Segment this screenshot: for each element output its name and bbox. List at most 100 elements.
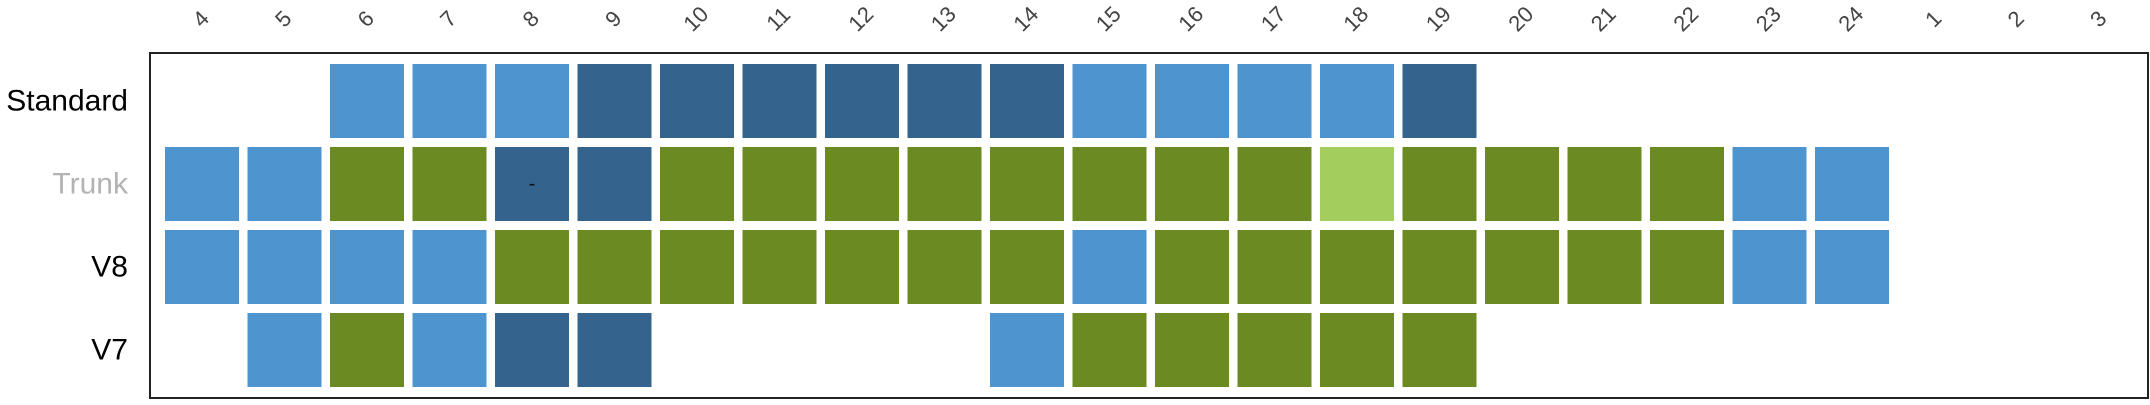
heatmap-cell — [330, 64, 404, 138]
column-label: 15 — [1091, 1, 1126, 36]
heatmap-cell — [742, 147, 817, 221]
heatmap-cell — [1155, 64, 1229, 138]
heatmap-cell — [1155, 230, 1229, 304]
heatmap-cell — [1237, 230, 1312, 304]
row-label: Trunk — [52, 168, 129, 201]
heatmap-cell — [825, 147, 899, 221]
heatmap-cell — [907, 230, 982, 304]
column-label: 7 — [435, 6, 461, 32]
heatmap-cell — [577, 147, 652, 221]
heatmap-cell — [1567, 147, 1642, 221]
heatmap-cell — [1072, 313, 1147, 387]
heatmap-cell — [495, 230, 569, 304]
heatmap-cell — [990, 313, 1064, 387]
heatmap-cell — [247, 313, 322, 387]
row-label: V7 — [91, 334, 128, 367]
heatmap-cell — [1732, 147, 1807, 221]
heatmap-cell — [330, 147, 404, 221]
column-label: 8 — [518, 6, 544, 32]
column-label: 24 — [1833, 1, 1868, 36]
heatmap-cell — [165, 147, 239, 221]
column-label: 23 — [1751, 1, 1786, 36]
heatmap-cell — [742, 64, 817, 138]
heatmap-cell — [990, 64, 1064, 138]
heatmap-cell — [1155, 313, 1229, 387]
heatmap-cell — [1072, 230, 1147, 304]
heatmap-cell — [412, 313, 487, 387]
heatmap-cell — [330, 230, 404, 304]
heatmap-cell — [660, 147, 734, 221]
column-label: 2 — [2003, 6, 2029, 32]
heatmap-cell — [1485, 230, 1559, 304]
column-label: 19 — [1421, 1, 1456, 36]
heatmap-cell — [660, 64, 734, 138]
column-label: 21 — [1586, 1, 1621, 36]
heatmap-cell — [1237, 64, 1312, 138]
heatmap-cell — [1815, 230, 1889, 304]
column-label: 14 — [1008, 1, 1043, 36]
row-label: Standard — [6, 85, 128, 118]
heatmap-cell — [1072, 64, 1147, 138]
heatmap-cell — [1567, 230, 1642, 304]
column-label: 5 — [270, 6, 296, 32]
heatmap-cell — [1650, 147, 1724, 221]
heatmap-cell — [1072, 147, 1147, 221]
column-label: 12 — [843, 1, 878, 36]
heatmap-cell — [412, 230, 487, 304]
column-label: 13 — [926, 1, 961, 36]
column-label: 1 — [1920, 6, 1946, 32]
column-label: 18 — [1338, 1, 1373, 36]
column-label: 17 — [1256, 1, 1291, 36]
heatmap-cell — [577, 313, 652, 387]
cell-label: - — [529, 173, 536, 195]
heatmap-cell — [577, 64, 652, 138]
heatmap-cell — [660, 230, 734, 304]
heatmap-cell — [1320, 147, 1394, 221]
heatmap-cell — [990, 147, 1064, 221]
heatmap-cell — [907, 64, 982, 138]
column-label: 6 — [353, 6, 379, 32]
heatmap-cell — [412, 64, 487, 138]
heatmap-cell — [495, 313, 569, 387]
heatmap-cell — [1320, 313, 1394, 387]
heatmap-cell — [1237, 147, 1312, 221]
heatmap-cell — [165, 230, 239, 304]
heatmap-cell — [1155, 147, 1229, 221]
heatmap-cell — [577, 230, 652, 304]
row-labels: Standard Trunk V8 V7 — [6, 85, 129, 367]
column-label: 11 — [761, 2, 795, 36]
heatmap-cell — [1732, 230, 1807, 304]
heatmap-cell — [1402, 147, 1477, 221]
heatmap-cell — [1237, 313, 1312, 387]
heatmap-cell — [330, 313, 404, 387]
heatmap-cell — [742, 230, 817, 304]
column-label: 20 — [1503, 1, 1538, 36]
column-labels: 4 5 6 7 8 9 10 11 12 13 14 15 16 17 18 19 20 21 22 23 24 1 2 3 — [188, 1, 2112, 36]
column-label: 22 — [1668, 1, 1703, 36]
heatmap-cell — [907, 147, 982, 221]
heatmap-cell — [1485, 147, 1559, 221]
heatmap-cell — [247, 147, 322, 221]
heatmap-cell — [1815, 147, 1889, 221]
column-label: 9 — [600, 6, 626, 32]
row-label: V8 — [91, 251, 128, 284]
heatmap-cell — [825, 64, 899, 138]
column-label: 10 — [678, 1, 713, 36]
heatmap-cell — [1402, 64, 1477, 138]
column-label: 3 — [2085, 6, 2111, 32]
heatmap-cell — [412, 147, 487, 221]
heatmap-cells: - — [165, 64, 1889, 387]
heatmap-cell — [1320, 230, 1394, 304]
heatmap-cell — [1650, 230, 1724, 304]
heatmap-cell — [495, 147, 569, 221]
heatmap-cell — [1402, 313, 1477, 387]
heatmap-cell — [990, 230, 1064, 304]
heatmap-cell — [1320, 64, 1394, 138]
column-label: 16 — [1173, 1, 1208, 36]
heatmap-cell — [1402, 230, 1477, 304]
heatmap-cell — [247, 230, 322, 304]
column-label: 4 — [188, 6, 214, 32]
heatmap-cell — [495, 64, 569, 138]
